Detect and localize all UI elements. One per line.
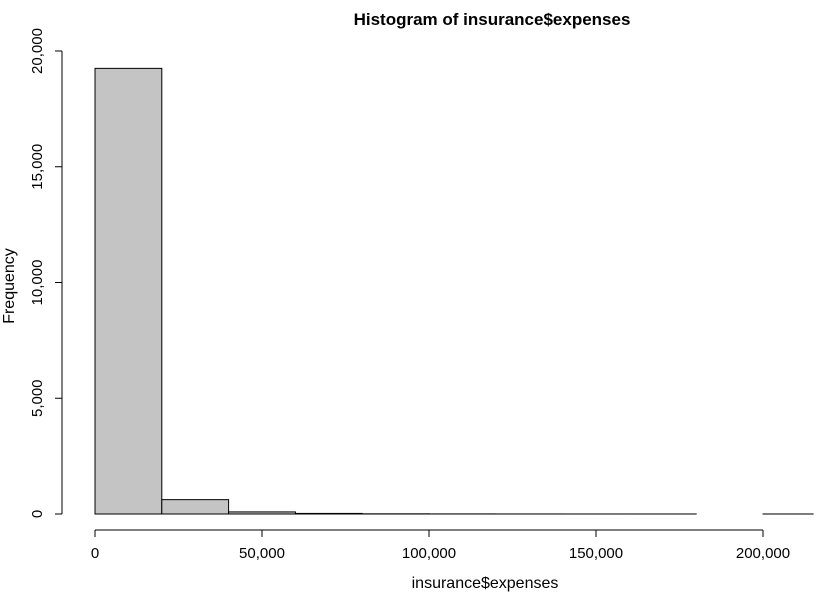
y-tick-label: 20,000 (29, 28, 46, 74)
y-tick-label: 15,000 (29, 144, 46, 190)
y-tick-label: 10,000 (29, 260, 46, 306)
x-tick-label: 200,000 (736, 545, 790, 562)
x-tick-label: 50,000 (239, 545, 285, 562)
y-tick-label: 0 (29, 510, 46, 518)
x-axis-label: insurance$expenses (412, 575, 559, 592)
x-tick-label: 0 (91, 545, 99, 562)
y-tick-label: 5,000 (29, 379, 46, 417)
histogram-bar (294, 512, 363, 515)
x-tick-label: 100,000 (402, 545, 456, 562)
chart-title: Histogram of insurance$expenses (354, 10, 631, 29)
histogram-bars (94, 67, 814, 515)
y-axis-label: Frequency (1, 248, 18, 324)
x-tick-label: 150,000 (569, 545, 623, 562)
histogram-bar (94, 67, 163, 515)
histogram-bar (228, 511, 296, 515)
histogram-bar (161, 499, 230, 515)
x-axis: 0 50,000 100,000 150,000 200,000 (91, 529, 790, 562)
y-axis: 0 5,000 10,000 15,000 20,000 (29, 28, 63, 518)
